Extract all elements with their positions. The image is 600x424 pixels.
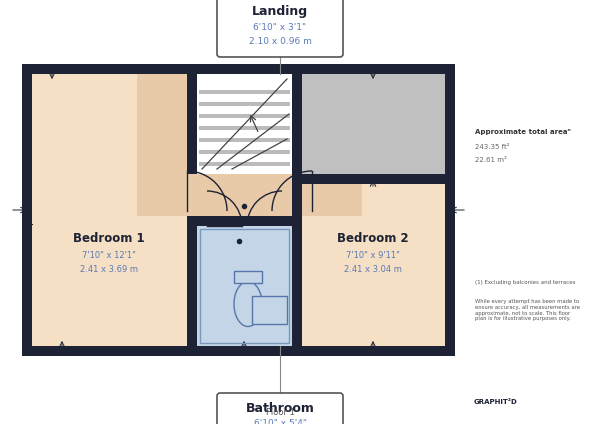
Text: Bedroom 2: Bedroom 2 (337, 232, 409, 245)
Text: 243.35 ft²: 243.35 ft² (475, 144, 509, 150)
Bar (302, 174, 445, 184)
Bar (302, 174, 362, 216)
Bar (22, 64, 455, 356)
Bar (199, 114, 290, 118)
Text: (1) Excluding balconies and terraces: (1) Excluding balconies and terraces (475, 280, 575, 285)
Text: Floor 1: Floor 1 (266, 408, 295, 417)
Text: GRAPHIT²D: GRAPHIT²D (473, 399, 517, 405)
Bar (199, 150, 290, 154)
Text: 6'10" x 3'1": 6'10" x 3'1" (253, 22, 307, 31)
Text: Bedroom 1: Bedroom 1 (73, 232, 145, 245)
Bar (197, 74, 292, 174)
Bar (302, 74, 445, 174)
Bar (199, 102, 290, 106)
Bar (197, 174, 292, 216)
Text: 2.10 x 0.96 m: 2.10 x 0.96 m (248, 36, 311, 45)
Bar (197, 216, 292, 226)
Text: 6'10" x 5'4": 6'10" x 5'4" (254, 419, 307, 424)
Text: 7'10" x 9'11": 7'10" x 9'11" (346, 251, 400, 260)
Text: 7'10" x 12'1": 7'10" x 12'1" (82, 251, 136, 260)
Text: 2.41 x 3.04 m: 2.41 x 3.04 m (344, 265, 402, 274)
Bar (187, 216, 197, 346)
Bar (199, 138, 290, 142)
Bar (137, 174, 197, 216)
Bar (199, 90, 290, 94)
Text: 22.61 m²: 22.61 m² (475, 157, 507, 163)
FancyBboxPatch shape (217, 0, 343, 57)
Bar (200, 229, 289, 343)
Bar (32, 74, 187, 346)
Bar (197, 226, 292, 346)
Bar (302, 184, 445, 346)
Text: 2.41 x 3.69 m: 2.41 x 3.69 m (80, 265, 138, 274)
Bar (199, 126, 290, 130)
Text: Approximate total areaⁿ: Approximate total areaⁿ (475, 129, 571, 135)
Bar (199, 162, 290, 166)
Text: Bathroom: Bathroom (245, 402, 314, 415)
Text: While every attempt has been made to
ensure accuracy, all measurements are
appro: While every attempt has been made to ens… (475, 299, 580, 321)
Text: Landing: Landing (252, 5, 308, 17)
FancyBboxPatch shape (217, 393, 343, 424)
Bar (234, 271, 262, 283)
Bar (292, 216, 302, 346)
Bar (137, 74, 187, 174)
Bar (252, 296, 287, 324)
